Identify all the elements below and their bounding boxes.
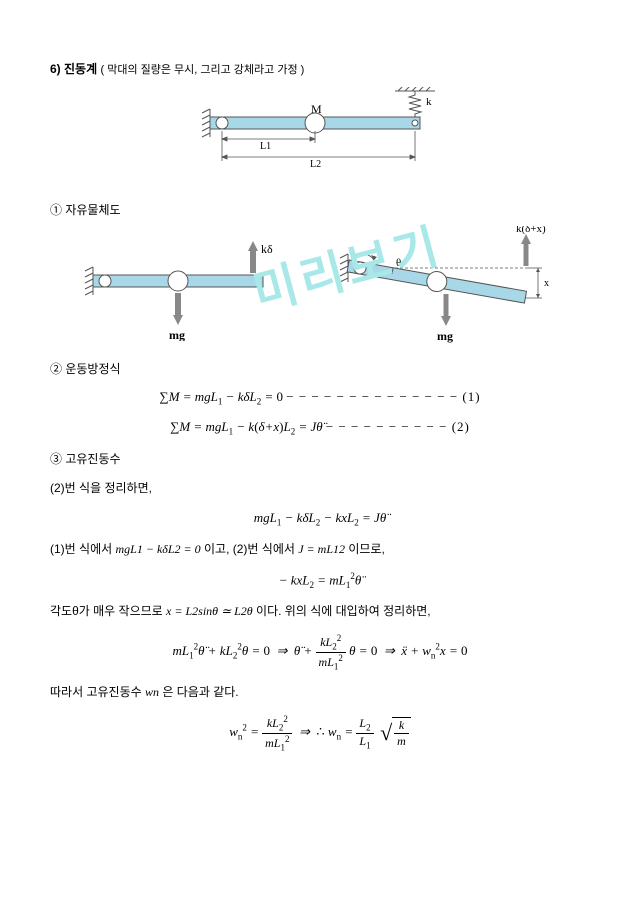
spring-label: k — [426, 96, 432, 108]
fbd-row: kδ mg θ k(δ+x) — [50, 226, 590, 346]
title-main: 진동계 — [64, 62, 97, 76]
p2: (1)번 식에서 mgL1 − kδL2 = 0 이고, (2)번 식에서 J … — [50, 540, 590, 559]
L1-label: L1 — [260, 141, 271, 152]
title-note: ( 막대의 질량은 무시, 그리고 강체라고 가정 ) — [100, 64, 304, 76]
theta-label: θ — [396, 257, 401, 269]
eq4: − kxL2 = mL12θ̈ — [50, 571, 590, 590]
p3c: 이다. 위의 식에 대입하여 정리하면, — [256, 604, 431, 618]
kdx-label: k(δ+x) — [516, 226, 546, 235]
mass-label: M — [311, 102, 322, 116]
mg-label-right: mg — [437, 329, 453, 343]
x-label: x — [544, 278, 549, 289]
p4: 따라서 고유진동수 wn 은 다음과 같다. — [50, 683, 590, 702]
sub-eom: ② 운동방정식 — [50, 360, 590, 377]
p4a: 따라서 고유진동수 — [50, 685, 145, 699]
eq5: mL12θ̈ + kL22θ = 0 ⇒ θ̈ + kL22 mL12 θ = … — [50, 633, 590, 671]
sub-natfreq: ③ 고유진동수 — [50, 450, 590, 467]
mg-label-left: mg — [169, 328, 185, 341]
p2a: (1)번 식에서 — [50, 542, 116, 556]
sub-fbd: ① 자유물체도 — [50, 201, 590, 218]
p3: 각도θ가 매우 작으므로 x = L2sinθ ≃ L2θ 이다. 위의 식에 … — [50, 602, 590, 621]
p3a: 각도θ가 매우 작으므로 — [50, 604, 166, 618]
p1: (2)번 식을 정리하면, — [50, 479, 590, 498]
p2c: 이고, (2)번 식에서 — [204, 542, 298, 556]
eq6: wn2 = kL22 mL12 ⇒ ∴ wn = L2 L1 √km — [50, 714, 590, 752]
eq3: mgL1 − kδL2 − kxL2 = Jθ̈ — [50, 510, 590, 528]
fbd-right-svg: θ k(δ+x) x mg — [338, 226, 558, 346]
p2e: 이므로, — [348, 542, 384, 556]
fbd-left-svg: kδ mg — [83, 231, 273, 341]
L2-label: L2 — [310, 159, 321, 170]
main-diagram: k M L1 L2 — [50, 87, 590, 185]
eq1: ∑M = mgL1 − kδL2 = 0 − − − − − − − − − −… — [50, 389, 590, 407]
eq2-dash: − − − − − − − − − − (2) — [326, 419, 470, 434]
diagram-svg: k M L1 L2 — [200, 87, 440, 182]
section-title: 6) 진동계 ( 막대의 질량은 무시, 그리고 강체라고 가정 ) — [50, 60, 590, 77]
eq1-dash: − − − − − − − − − − − − − − (1) — [286, 389, 480, 404]
title-num: 6) — [50, 62, 61, 76]
kdelta-label: kδ — [261, 242, 273, 256]
eq2: ∑M = mgL1 − k(δ+x)L2 = Jθ̈ − − − − − − −… — [50, 419, 590, 437]
p4c: 은 다음과 같다. — [162, 685, 238, 699]
